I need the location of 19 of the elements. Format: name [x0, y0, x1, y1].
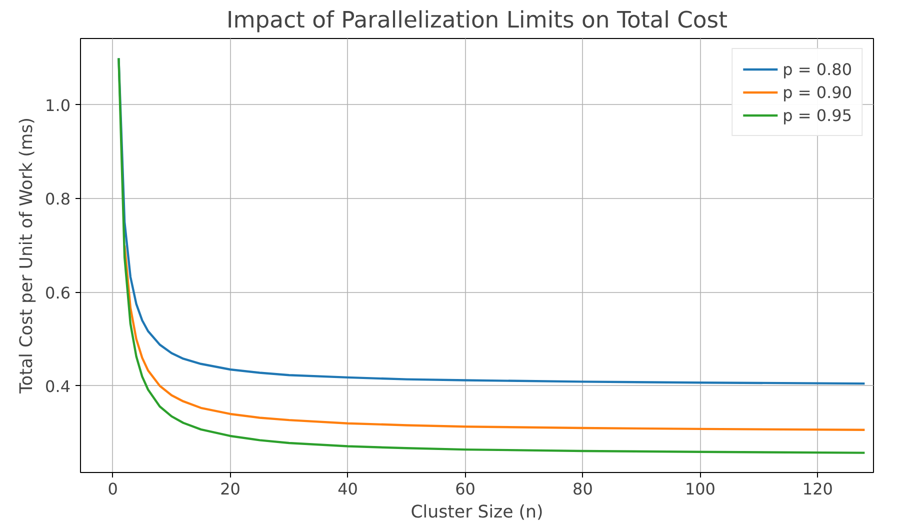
x-tick-label: 0	[108, 480, 118, 498]
y-axis-title: Total Cost per Unit of Work (ms)	[17, 117, 38, 395]
legend-label: p = 0.80	[782, 60, 852, 78]
legend-label: p = 0.95	[782, 106, 852, 124]
legend-label: p = 0.90	[782, 82, 852, 102]
x-tick-label: 80	[572, 480, 593, 498]
x-tick-label: 60	[455, 480, 476, 498]
x-axis-title: Cluster Size (n)	[410, 502, 544, 522]
x-tick-label: 20	[220, 480, 240, 498]
line-series	[118, 57, 866, 454]
y-tick-label: 0.8	[45, 190, 71, 209]
x-tick-label: 40	[338, 480, 358, 498]
y-tick-label: 1.0	[45, 96, 71, 115]
y-tick-label: 0.4	[45, 376, 71, 396]
x-tick-label: 120	[802, 480, 833, 498]
chart-title: Impact of Parallelization Limits on Total Cost	[226, 8, 728, 34]
x-tick-label: 100	[684, 480, 716, 498]
y-tick-label: 0.6	[45, 283, 71, 302]
line-series	[123, 244, 866, 431]
